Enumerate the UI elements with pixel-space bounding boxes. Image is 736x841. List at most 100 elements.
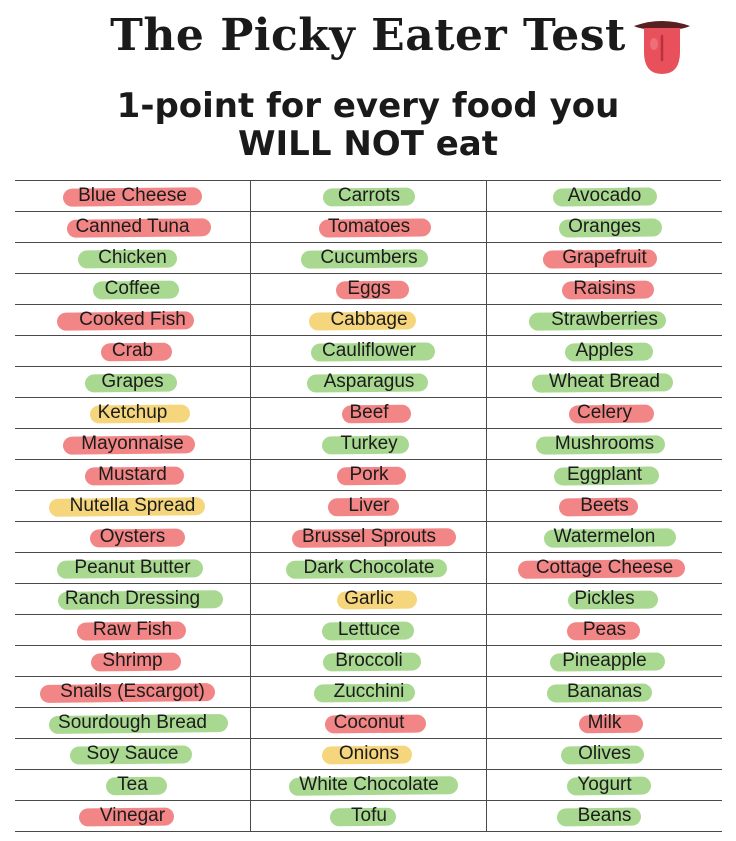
- food-label: Tea: [117, 774, 148, 795]
- food-label: Grapefruit: [562, 247, 647, 268]
- food-label: Ketchup: [97, 402, 168, 423]
- food-cell: Pineapple: [487, 646, 722, 677]
- food-cell: Mushrooms: [487, 429, 722, 460]
- food-column-3: Avocado Oranges Grapefruit Raisins Strawberr…: [486, 181, 722, 832]
- food-label: Yogurt: [577, 774, 632, 795]
- food-cell: Chicken: [15, 243, 250, 274]
- food-label: Sourdough Bread: [58, 712, 207, 733]
- food-cell: Blue Cheese: [15, 181, 250, 212]
- food-label: Nutella Spread: [69, 495, 196, 516]
- food-cell: Eggs: [251, 274, 487, 305]
- food-cell: Ranch Dressing: [15, 584, 250, 615]
- food-label: Onions: [338, 743, 400, 764]
- food-label: Eggplant: [566, 464, 642, 485]
- food-cell: Oranges: [487, 212, 722, 243]
- food-cell: Yogurt: [487, 770, 722, 801]
- food-cell: Grapefruit: [487, 243, 722, 274]
- food-cell: Vinegar: [15, 801, 250, 832]
- food-cell: Cottage Cheese: [487, 553, 722, 584]
- food-label: Mayonnaise: [81, 433, 184, 454]
- food-cell: Strawberries: [487, 305, 722, 336]
- food-cell: Mayonnaise: [15, 429, 250, 460]
- food-cell: Garlic: [251, 584, 487, 615]
- food-cell: Beans: [487, 801, 722, 832]
- food-cell: Sourdough Bread: [15, 708, 250, 739]
- food-label: Cucumbers: [320, 247, 418, 268]
- food-cell: Pickles: [487, 584, 722, 615]
- food-label: Tomatoes: [327, 216, 411, 237]
- food-cell: Eggplant: [487, 460, 722, 491]
- food-cell: Celery: [487, 398, 722, 429]
- subtitle-line-2: WILL NOT eat: [238, 124, 498, 164]
- food-label: Ranch Dressing: [64, 588, 201, 609]
- food-label: Coconut: [333, 712, 405, 733]
- food-label: Grapes: [101, 371, 164, 392]
- food-label: Canned Tuna: [75, 216, 190, 237]
- food-cell: Coconut: [251, 708, 487, 739]
- food-cell: Liver: [251, 491, 487, 522]
- food-label: Eggs: [347, 278, 391, 299]
- food-label: Cauliflower: [322, 340, 416, 361]
- food-label: Beef: [349, 402, 389, 423]
- food-cell: Pork: [251, 460, 487, 491]
- food-label: Brussel Sprouts: [301, 526, 437, 547]
- food-cell: Tea: [15, 770, 250, 801]
- food-label: Oranges: [568, 216, 641, 237]
- food-cell: Shrimp: [15, 646, 250, 677]
- food-cell: Soy Sauce: [15, 739, 250, 770]
- food-label: Pickles: [574, 588, 635, 609]
- food-label: Garlic: [344, 588, 394, 609]
- food-cell: Mustard: [15, 460, 250, 491]
- food-label: Cooked Fish: [79, 309, 186, 330]
- food-label: Beets: [580, 495, 629, 516]
- food-cell: Raisins: [487, 274, 722, 305]
- food-cell: Tomatoes: [251, 212, 487, 243]
- food-cell: Avocado: [487, 181, 722, 212]
- food-label: Lettuce: [337, 619, 401, 640]
- food-cell: Olives: [487, 739, 722, 770]
- food-label: Wheat Bread: [549, 371, 660, 392]
- food-cell: Watermelon: [487, 522, 722, 553]
- food-label: Snails (Escargot): [60, 681, 205, 702]
- food-label: Pork: [349, 464, 389, 485]
- food-label: Mustard: [98, 464, 167, 485]
- food-label: Beans: [577, 805, 632, 826]
- food-label: Broccoli: [335, 650, 403, 671]
- food-cell: Onions: [251, 739, 487, 770]
- food-label: Peanut Butter: [74, 557, 191, 578]
- food-cell: Cooked Fish: [15, 305, 250, 336]
- food-cell: Coffee: [15, 274, 250, 305]
- food-label: Watermelon: [553, 526, 656, 547]
- food-label: Avocado: [567, 185, 642, 206]
- food-cell: Cabbage: [251, 305, 487, 336]
- food-cell: Asparagus: [251, 367, 487, 398]
- food-label: White Chocolate: [299, 774, 439, 795]
- food-cell: Bananas: [487, 677, 722, 708]
- food-cell: White Chocolate: [251, 770, 487, 801]
- food-cell: Turkey: [251, 429, 487, 460]
- food-cell: Oysters: [15, 522, 250, 553]
- food-label: Bananas: [566, 681, 642, 702]
- food-column-1: Blue Cheese Canned Tuna Chicken Coffee Cooke…: [15, 181, 250, 832]
- food-label: Shrimp: [102, 650, 163, 671]
- food-label: Peas: [582, 619, 627, 640]
- food-label: Milk: [587, 712, 622, 733]
- food-cell: Broccoli: [251, 646, 487, 677]
- food-cell: Snails (Escargot): [15, 677, 250, 708]
- food-label: Tofu: [351, 805, 387, 826]
- food-cell: Wheat Bread: [487, 367, 722, 398]
- food-label: Turkey: [340, 433, 398, 454]
- food-cell: Lettuce: [251, 615, 487, 646]
- food-cell: Beets: [487, 491, 722, 522]
- food-label: Vinegar: [99, 805, 166, 826]
- food-label: Pineapple: [562, 650, 647, 671]
- tongue-emoji-icon: [634, 21, 690, 74]
- food-cell: Brussel Sprouts: [251, 522, 487, 553]
- food-label: Apples: [575, 340, 634, 361]
- food-cell: Peas: [487, 615, 722, 646]
- food-label: Dark Chocolate: [303, 557, 435, 578]
- food-cell: Apples: [487, 336, 722, 367]
- food-cell: Tofu: [251, 801, 487, 832]
- food-label: Cabbage: [330, 309, 408, 330]
- food-cell: Crab: [15, 336, 250, 367]
